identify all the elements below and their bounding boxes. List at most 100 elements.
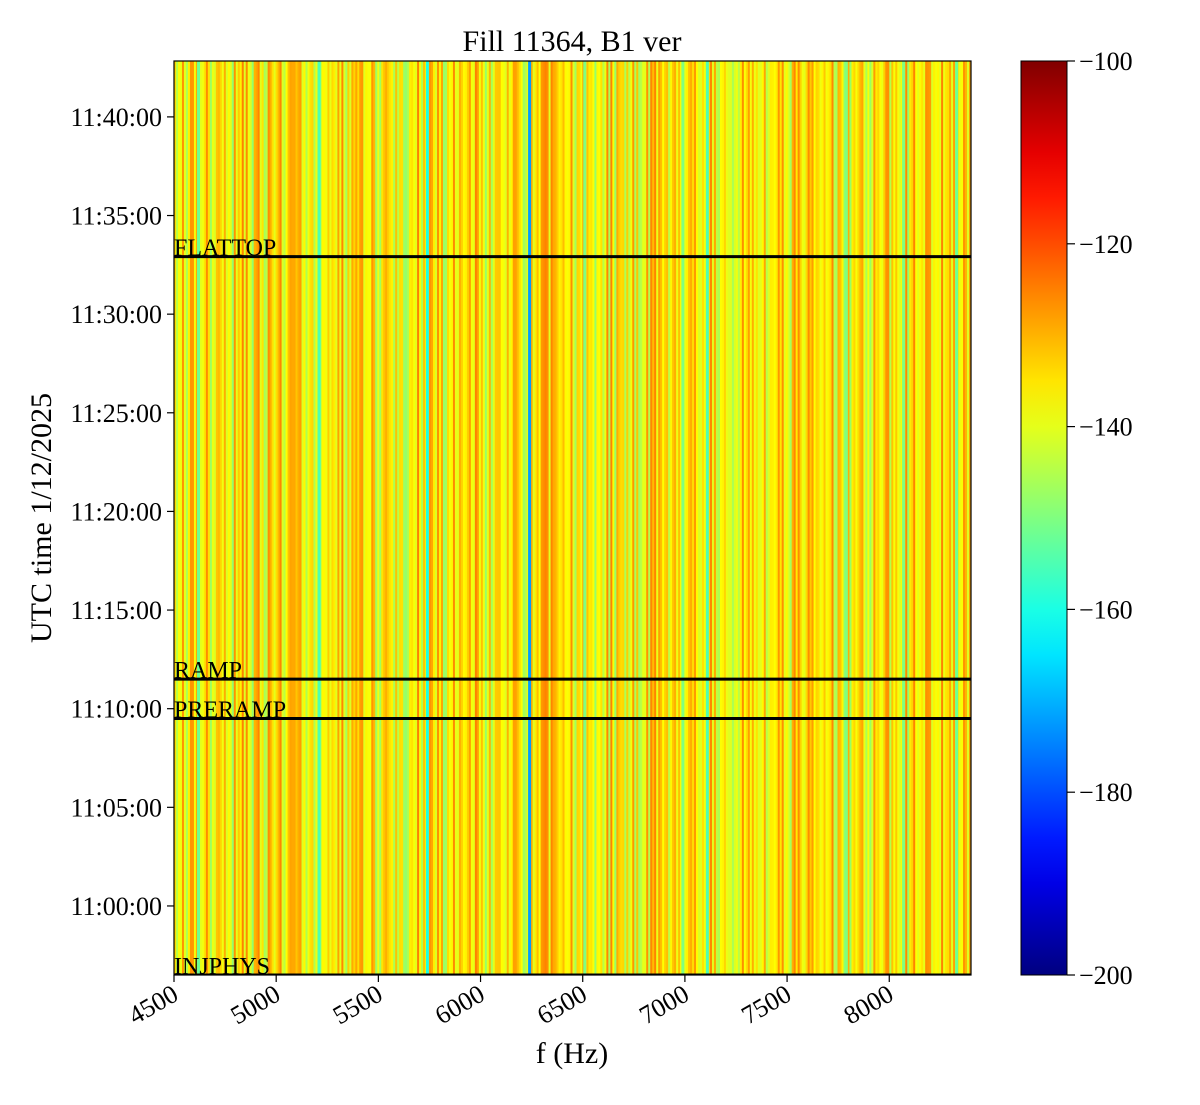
spectrum-band — [777, 61, 781, 975]
spectrum-band — [739, 61, 743, 975]
spectrum-band — [927, 61, 930, 975]
spectrum-band — [741, 61, 745, 975]
spectrum-band — [618, 61, 621, 975]
spectrum-band — [510, 61, 514, 975]
spectrum-band — [672, 61, 675, 975]
colorbar-tick-label: −140 — [1079, 413, 1133, 442]
spectrum-band — [761, 61, 765, 975]
spectrum-band — [243, 61, 247, 975]
spectrum-band — [233, 61, 237, 975]
spectrum-band — [486, 61, 490, 975]
spectrum-band — [781, 61, 785, 975]
spectrum-band — [580, 61, 584, 975]
x-tick-label: 7500 — [737, 979, 797, 1030]
spectrum-band — [520, 61, 524, 975]
spectrum-band — [309, 61, 313, 975]
spectrum-band — [688, 61, 691, 975]
spectrum-band — [793, 61, 797, 975]
spectrum-bands — [174, 61, 971, 975]
spectrum-band — [554, 61, 558, 975]
spectrum-band — [560, 61, 564, 975]
spectrum-band — [604, 61, 607, 975]
spectrum-band — [213, 61, 217, 975]
spectrum-band — [606, 61, 609, 975]
spectrum-band — [275, 61, 279, 975]
spectrum-band — [733, 61, 737, 975]
spectrum-band — [857, 61, 861, 975]
spectrum-band — [875, 61, 878, 975]
spectrum-band — [803, 61, 807, 975]
spectrum-band — [532, 61, 536, 975]
spectrum-band — [462, 61, 466, 975]
spectral-line — [844, 61, 848, 975]
spectrum-band — [522, 61, 526, 975]
spectrum-band — [801, 61, 805, 975]
spectrum-band — [265, 61, 269, 975]
plot-frame — [173, 60, 972, 976]
spectrum-band — [725, 61, 729, 975]
spectrum-band — [383, 61, 386, 975]
spectrum-band — [377, 61, 380, 975]
spectrum-band — [833, 61, 837, 975]
spectrum-band — [514, 61, 518, 975]
spectrum-band — [735, 61, 739, 975]
spectrum-band — [827, 61, 831, 975]
colorbar-tick-label: −160 — [1079, 595, 1133, 624]
spectrum-band — [307, 61, 311, 975]
spectrum-band — [648, 61, 651, 975]
spectrum-band — [941, 61, 944, 975]
spectrum-band — [721, 61, 725, 975]
spectrum-band — [913, 61, 916, 975]
spectrum-band — [731, 61, 735, 975]
spectrum-band — [959, 61, 962, 975]
spectrum-band — [915, 61, 918, 975]
spectrum-band — [707, 61, 711, 975]
spectrum-band — [492, 61, 496, 975]
spectrum-band — [295, 61, 299, 975]
spectrum-band — [933, 61, 936, 975]
spectrum-band — [419, 61, 422, 975]
spectrum-band — [576, 61, 580, 975]
spectrum-band — [391, 61, 394, 975]
spectrum-band — [805, 61, 809, 975]
spectrum-band — [863, 61, 866, 975]
spectrum-band — [943, 61, 946, 975]
spectrum-band — [437, 61, 440, 975]
chart-title: Fill 11364, B1 ver — [463, 25, 682, 58]
spectrum-band — [187, 61, 191, 975]
spectrum-band — [331, 61, 334, 975]
spectrum-band — [620, 61, 623, 975]
spectrum-band — [179, 61, 183, 975]
spectrum-band — [747, 61, 751, 975]
spectrum-band — [375, 61, 378, 975]
spectrum-band — [231, 61, 235, 975]
spectrum-band — [773, 61, 777, 975]
colorbar-tick-label: −180 — [1079, 778, 1133, 807]
spectrum-band — [568, 61, 572, 975]
spectrum-band — [516, 61, 520, 975]
spectrum-band — [853, 61, 857, 975]
spectrum-band — [967, 61, 970, 975]
spectrum-band — [885, 61, 888, 975]
spectrum-band — [839, 61, 843, 975]
spectrum-band — [500, 61, 504, 975]
spectrum-band — [727, 61, 731, 975]
colorbar-tick-label: −100 — [1079, 47, 1133, 76]
spectrum-band — [363, 61, 366, 975]
spectrum-band — [530, 61, 534, 975]
spectrum-band — [191, 61, 195, 975]
spectrum-band — [865, 61, 868, 975]
spectrum-band — [524, 61, 528, 975]
spectrum-band — [393, 61, 396, 975]
spectrum-band — [431, 61, 434, 975]
spectrum-band — [476, 61, 480, 975]
spectrum-band — [215, 61, 219, 975]
spectrum-band — [367, 61, 370, 975]
spectrum-band — [466, 61, 470, 975]
spectrum-band — [759, 61, 763, 975]
spectrum-band — [662, 61, 665, 975]
spectrum-band — [273, 61, 277, 975]
spectrum-band — [235, 61, 239, 975]
colorbar-tick-label: −120 — [1079, 230, 1133, 259]
spectrum-band — [769, 61, 773, 975]
